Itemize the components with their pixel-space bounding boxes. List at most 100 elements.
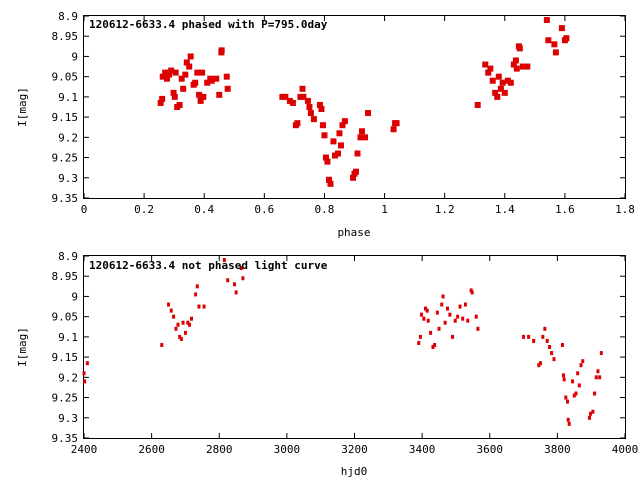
unphased-data-point [239, 266, 243, 271]
phased-data-point [492, 89, 499, 96]
unphased-x-tick-label: 2600 [138, 443, 165, 456]
phased-data-point [516, 45, 523, 52]
unphased-data-point [187, 322, 191, 327]
phased-data-point [157, 99, 164, 106]
unphased-data-point [566, 417, 570, 422]
phased-data-point [331, 152, 338, 159]
unphased-x-tick-label: 3200 [341, 443, 368, 456]
unphased-x-tick-label: 2800 [206, 443, 233, 456]
phased-data-point [495, 73, 502, 80]
phased-data-point [318, 106, 325, 113]
unphased-data-point [190, 316, 194, 321]
phased-data-point [513, 65, 520, 72]
unphased-data-point [422, 316, 426, 321]
unphased-data-point [550, 351, 554, 356]
unphased-plot-title: 120612-6633.4 not phased light curve [89, 259, 328, 272]
unphased-data-point [564, 395, 568, 400]
phased-data-point [504, 77, 511, 84]
unphased-data-point [448, 312, 452, 317]
unphased-data-point [172, 314, 176, 319]
unphased-y-tick-label: 9.05 [52, 311, 79, 324]
unphased-data-point [417, 340, 421, 345]
phased-plot-x-tick-labels: 0 0.2 0.4 0.6 0.8 1 1.2 1.4 1.6 1.8 [81, 203, 635, 216]
phased-data-point [321, 132, 328, 139]
unphased-data-point [527, 334, 531, 339]
phased-data-point [166, 71, 173, 78]
unphased-data-point [469, 288, 473, 293]
phased-data-point [304, 97, 311, 104]
unphased-y-tick-label: 8.9 [58, 250, 78, 263]
unphased-plot-points [82, 258, 603, 426]
phased-y-tick-label: 9.1 [58, 91, 78, 104]
phased-x-tick-label: 1.8 [615, 203, 635, 216]
phased-data-point [307, 110, 314, 117]
unphased-data-point [194, 292, 198, 297]
unphased-data-point [160, 342, 164, 347]
phased-data-point [362, 134, 369, 141]
unphased-data-point [176, 322, 180, 327]
phased-data-point [300, 93, 307, 100]
unphased-data-point [594, 375, 598, 380]
phased-data-point [294, 120, 301, 127]
unphased-y-tick-label: 9.15 [52, 351, 79, 364]
phased-data-point [170, 89, 177, 96]
phased-data-point [197, 97, 204, 104]
unphased-data-point [458, 304, 462, 309]
phased-data-point [199, 69, 206, 76]
phased-data-point [489, 77, 496, 84]
unphased-data-point [181, 320, 185, 325]
unphased-plot-frame [83, 255, 626, 439]
phased-data-point [159, 73, 166, 80]
unphased-data-point [433, 342, 437, 347]
unphased-data-point [548, 345, 552, 349]
phased-y-tick-label: 9.25 [52, 152, 79, 165]
phased-data-point [182, 71, 189, 78]
unphased-x-tick-label: 3000 [274, 443, 301, 456]
unphased-x-tick-label: 3600 [477, 443, 504, 456]
unphased-data-point [470, 290, 474, 295]
phased-data-point [487, 65, 494, 72]
phased-data-point [349, 174, 356, 181]
phased-data-point [172, 69, 179, 76]
phased-data-point [216, 91, 223, 98]
unphased-data-point [451, 334, 455, 339]
phased-data-point [208, 77, 215, 84]
unphased-data-point [179, 336, 183, 341]
unphased-data-point [571, 379, 575, 384]
phased-x-tick-label: 0.2 [134, 203, 154, 216]
phased-data-point [163, 75, 170, 82]
unphased-data-point [426, 318, 430, 323]
phased-x-tick-label: 0.4 [194, 203, 214, 216]
phased-data-point [200, 93, 207, 100]
phased-data-point [330, 138, 337, 145]
unphased-data-point [431, 345, 435, 349]
phased-data-point [501, 89, 508, 96]
unphased-data-point [579, 363, 583, 368]
phased-y-tick-label: 9 [71, 50, 78, 63]
phased-data-point [204, 79, 211, 86]
unphased-data-point [83, 379, 87, 384]
phased-data-point [365, 110, 372, 117]
phased-data-point [325, 176, 332, 183]
phased-data-point [474, 101, 481, 108]
phased-data-point [316, 101, 323, 108]
unphased-y-tick-label: 9.1 [58, 331, 78, 344]
phased-data-point [390, 126, 397, 133]
phased-data-point [178, 75, 185, 82]
unphased-data-point [463, 302, 467, 307]
unphased-data-point [178, 334, 182, 339]
unphased-data-point [424, 306, 428, 311]
phased-data-point [192, 79, 199, 86]
unphased-data-point [574, 391, 578, 396]
phased-data-point [322, 154, 329, 161]
unphased-y-tick-label: 8.95 [52, 270, 79, 283]
unphased-data-point [445, 306, 449, 311]
unphased-x-tick-label: 2400 [71, 443, 98, 456]
phased-data-point [213, 75, 220, 82]
phased-data-point [186, 63, 193, 70]
unphased-data-point [241, 276, 245, 281]
unphased-plot: 2400 2600 2800 3000 3200 3400 3600 3800 4000 8.9… [16, 250, 638, 478]
unphased-data-point [599, 351, 603, 356]
